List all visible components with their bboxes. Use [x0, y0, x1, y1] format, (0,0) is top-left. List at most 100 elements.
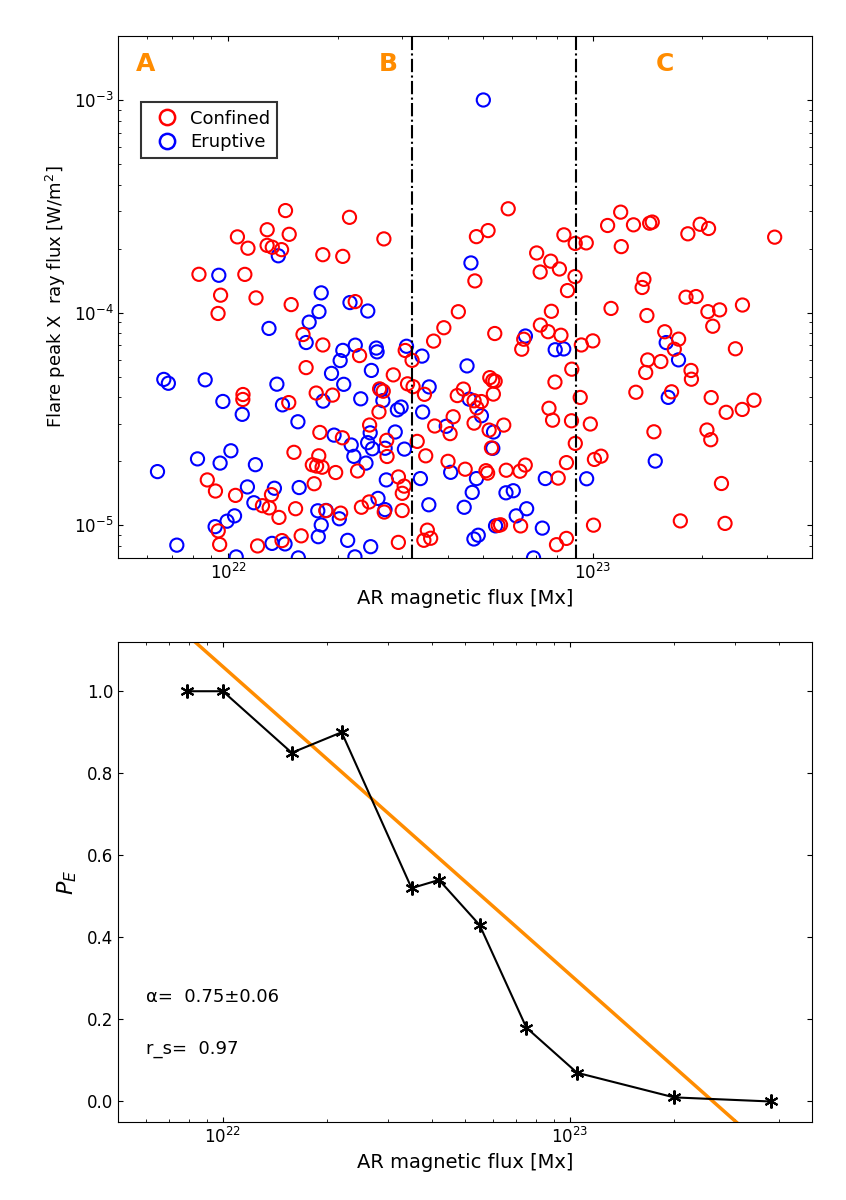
- Point: [479, 461, 492, 480]
- Point: [307, 474, 321, 493]
- Point: [320, 500, 333, 520]
- Point: [275, 530, 288, 550]
- Point: [530, 244, 543, 263]
- Point: [336, 341, 349, 360]
- Point: [415, 347, 429, 366]
- Point: [267, 479, 281, 498]
- Point: [728, 340, 742, 359]
- Point: [250, 288, 263, 307]
- Point: [294, 527, 308, 546]
- Point: [649, 451, 662, 470]
- Point: [396, 484, 409, 503]
- Point: [672, 350, 685, 370]
- Point: [336, 428, 349, 448]
- Point: [558, 226, 571, 245]
- Point: [337, 374, 350, 394]
- Point: [228, 506, 241, 526]
- Point: [684, 370, 698, 389]
- Point: [361, 433, 375, 452]
- Point: [325, 364, 338, 383]
- Point: [364, 538, 377, 557]
- Point: [315, 515, 328, 534]
- Point: [327, 426, 341, 445]
- Point: [587, 516, 601, 535]
- Point: [418, 385, 431, 404]
- Point: [216, 392, 229, 412]
- Point: [450, 386, 464, 406]
- Point: [604, 299, 618, 318]
- Point: [380, 431, 393, 450]
- Point: [509, 506, 523, 526]
- Point: [679, 288, 693, 307]
- Point: [224, 442, 238, 461]
- Point: [718, 514, 732, 533]
- Point: [457, 379, 470, 398]
- Point: [347, 446, 360, 466]
- Point: [702, 218, 716, 238]
- Point: [374, 380, 387, 400]
- Point: [249, 455, 262, 474]
- Point: [492, 516, 505, 535]
- Point: [517, 330, 530, 349]
- Point: [614, 203, 628, 222]
- Point: [370, 338, 383, 358]
- Point: [768, 228, 782, 247]
- Point: [497, 415, 510, 434]
- Point: [388, 422, 402, 442]
- Point: [475, 406, 488, 425]
- Point: [574, 335, 588, 354]
- Point: [614, 238, 628, 257]
- Point: [545, 301, 558, 320]
- Point: [470, 469, 483, 488]
- Point: [481, 463, 494, 482]
- Point: [705, 388, 718, 407]
- Point: [236, 390, 250, 409]
- Point: [293, 478, 306, 497]
- Point: [349, 336, 362, 355]
- Point: [278, 534, 292, 553]
- Point: [580, 233, 593, 252]
- Point: [406, 377, 420, 396]
- Point: [261, 235, 274, 254]
- Point: [689, 287, 703, 306]
- Point: [706, 317, 719, 336]
- Point: [275, 240, 288, 259]
- Point: [354, 498, 368, 517]
- Point: [665, 382, 678, 401]
- Point: [594, 446, 607, 466]
- Point: [376, 391, 390, 410]
- Point: [310, 456, 323, 475]
- Point: [349, 292, 362, 311]
- Point: [416, 402, 430, 421]
- Point: [470, 227, 483, 246]
- Point: [284, 295, 298, 314]
- Point: [499, 461, 513, 480]
- Point: [255, 496, 269, 515]
- Point: [486, 439, 500, 458]
- Point: [270, 374, 283, 394]
- Text: B: B: [378, 52, 398, 76]
- Y-axis label: Flare peak X  ray flux [W/m$^2$]: Flare peak X ray flux [W/m$^2$]: [44, 166, 69, 428]
- Point: [519, 456, 532, 475]
- Point: [363, 415, 376, 434]
- Point: [231, 227, 244, 246]
- Point: [443, 424, 457, 443]
- Point: [378, 439, 392, 458]
- Point: [485, 438, 498, 457]
- Point: [552, 259, 566, 278]
- Point: [213, 535, 227, 554]
- Point: [319, 502, 332, 521]
- Point: [365, 361, 378, 380]
- Point: [391, 401, 404, 420]
- Point: [362, 492, 376, 511]
- Point: [302, 312, 316, 331]
- Point: [190, 449, 204, 468]
- Point: [580, 469, 593, 488]
- Point: [377, 229, 391, 248]
- Point: [627, 215, 640, 234]
- Point: [405, 350, 419, 370]
- Point: [486, 371, 499, 390]
- Point: [715, 474, 728, 493]
- Point: [486, 384, 500, 403]
- Point: [351, 461, 365, 480]
